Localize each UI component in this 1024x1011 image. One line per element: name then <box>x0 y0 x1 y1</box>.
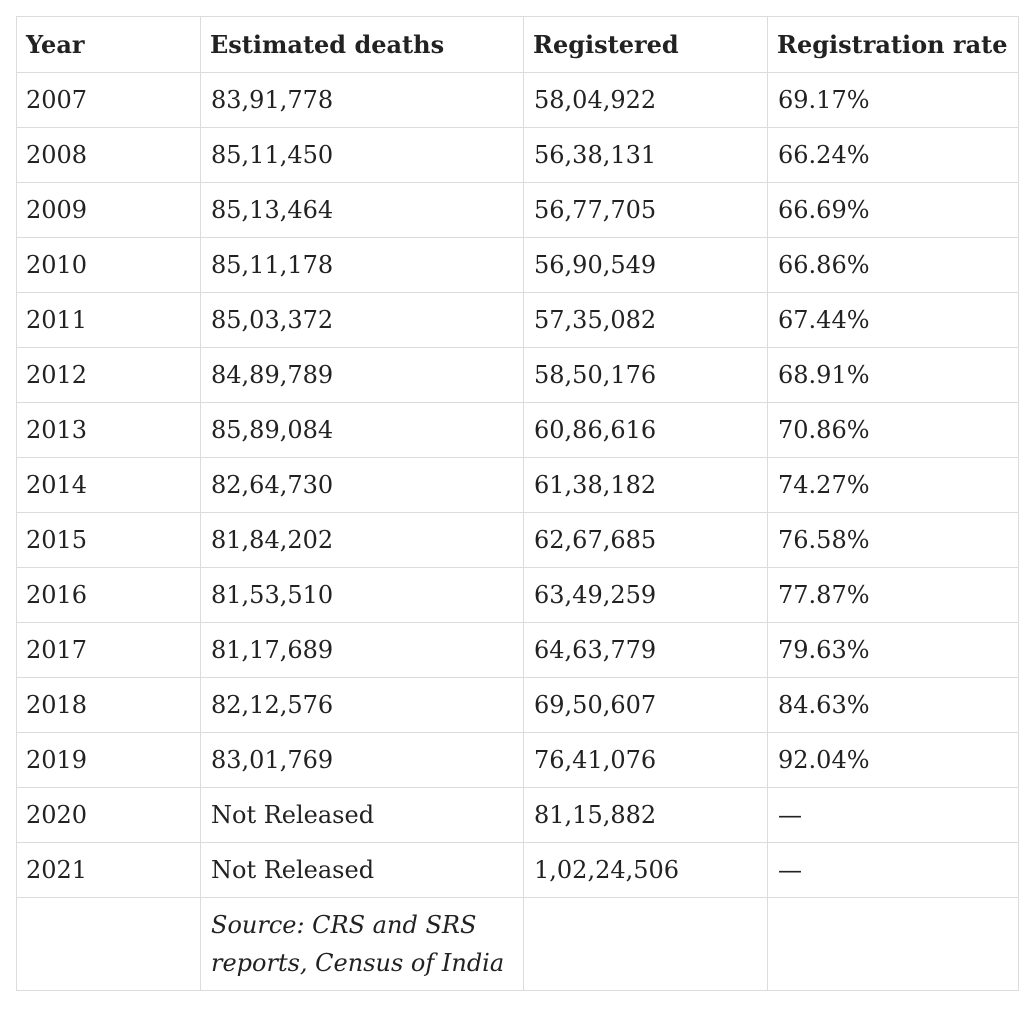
table-row: 2013 85,89,084 60,86,616 70.86% <box>16 402 1019 458</box>
cell-year: 2015 <box>16 512 201 568</box>
table-row: 2010 85,11,178 56,90,549 66.86% <box>16 237 1019 293</box>
cell-registration-rate: 79.63% <box>767 622 1019 678</box>
cell-year: 2008 <box>16 127 201 183</box>
cell-year: 2020 <box>16 787 201 843</box>
cell-year: 2019 <box>16 732 201 788</box>
cell-registered: 76,41,076 <box>523 732 768 788</box>
table-row: 2011 85,03,372 57,35,082 67.44% <box>16 292 1019 348</box>
cell-registration-rate: 68.91% <box>767 347 1019 403</box>
cell-registered: 63,49,259 <box>523 567 768 623</box>
cell-estimated-deaths: 85,03,372 <box>200 292 524 348</box>
cell-registered: 64,63,779 <box>523 622 768 678</box>
cell-registration-rate: 66.86% <box>767 237 1019 293</box>
cell-year: 2021 <box>16 842 201 898</box>
cell-estimated-deaths: 82,64,730 <box>200 457 524 513</box>
cell-registration-rate: 74.27% <box>767 457 1019 513</box>
header-registered: Registered <box>523 16 768 73</box>
cell-estimated-deaths: 83,01,769 <box>200 732 524 788</box>
cell-registration-rate: 70.86% <box>767 402 1019 458</box>
table-row: 2018 82,12,576 69,50,607 84.63% <box>16 677 1019 733</box>
source-text: Source: CRS and SRS reports, Census of I… <box>211 911 505 977</box>
death-registration-table: Year Estimated deaths Registered Registr… <box>16 16 1019 991</box>
table-row: 2019 83,01,769 76,41,076 92.04% <box>16 732 1019 788</box>
cell-estimated-deaths: 85,89,084 <box>200 402 524 458</box>
table-row: 2008 85,11,450 56,38,131 66.24% <box>16 127 1019 183</box>
source-empty-cell <box>16 897 201 991</box>
cell-registered: 56,38,131 <box>523 127 768 183</box>
cell-registered: 58,50,176 <box>523 347 768 403</box>
table-body: 2007 83,91,778 58,04,922 69.17% 2008 85,11,45… <box>16 72 1019 991</box>
table-row: 2007 83,91,778 58,04,922 69.17% <box>16 72 1019 128</box>
cell-registered: 62,67,685 <box>523 512 768 568</box>
cell-estimated-deaths: 84,89,789 <box>200 347 524 403</box>
cell-estimated-deaths: 83,91,778 <box>200 72 524 128</box>
table-row: 2009 85,13,464 56,77,705 66.69% <box>16 182 1019 238</box>
cell-year: 2017 <box>16 622 201 678</box>
cell-estimated-deaths: Not Released <box>200 842 524 898</box>
cell-year: 2018 <box>16 677 201 733</box>
table-row: 2021 Not Released 1,02,24,506— <box>16 842 1019 898</box>
cell-year: 2007 <box>16 72 201 128</box>
cell-estimated-deaths: 82,12,576 <box>200 677 524 733</box>
cell-registration-rate: 92.04% <box>767 732 1019 788</box>
cell-registered: 60,86,616 <box>523 402 768 458</box>
cell-estimated-deaths: 81,84,202 <box>200 512 524 568</box>
cell-registration-rate: — <box>767 842 1019 898</box>
cell-estimated-deaths: 85,11,450 <box>200 127 524 183</box>
table-row: 2020 Not Released 81,15,882— <box>16 787 1019 843</box>
cell-registered: 69,50,607 <box>523 677 768 733</box>
cell-registration-rate: 84.63% <box>767 677 1019 733</box>
table-row: 2017 81,17,689 64,63,779 79.63% <box>16 622 1019 678</box>
table-row: 2012 84,89,789 58,50,176 68.91% <box>16 347 1019 403</box>
cell-year: 2012 <box>16 347 201 403</box>
cell-registered: 58,04,922 <box>523 72 768 128</box>
source-empty-cell <box>523 897 768 991</box>
cell-registered: 61,38,182 <box>523 457 768 513</box>
table-row: 2015 81,84,202 62,67,685 76.58% <box>16 512 1019 568</box>
cell-year: 2011 <box>16 292 201 348</box>
source-empty-cell <box>767 897 1019 991</box>
cell-registered: 81,15,882 <box>523 787 768 843</box>
cell-year: 2013 <box>16 402 201 458</box>
header-year: Year <box>16 16 201 73</box>
cell-estimated-deaths: 81,17,689 <box>200 622 524 678</box>
cell-registration-rate: 66.24% <box>767 127 1019 183</box>
cell-registration-rate: 76.58% <box>767 512 1019 568</box>
cell-registration-rate: 66.69% <box>767 182 1019 238</box>
cell-registration-rate: 67.44% <box>767 292 1019 348</box>
cell-registration-rate: 77.87% <box>767 567 1019 623</box>
cell-registered: 57,35,082 <box>523 292 768 348</box>
cell-year: 2014 <box>16 457 201 513</box>
cell-estimated-deaths: Not Released <box>200 787 524 843</box>
cell-registered: 1,02,24,506 <box>523 842 768 898</box>
cell-year: 2010 <box>16 237 201 293</box>
source-row: Source: CRS and SRS reports, Census of I… <box>16 897 1019 991</box>
table-row: 2014 82,64,730 61,38,182 74.27% <box>16 457 1019 513</box>
source-cell: Source: CRS and SRS reports, Census of I… <box>200 897 524 991</box>
cell-registration-rate: 69.17% <box>767 72 1019 128</box>
table-row: 2016 81,53,510 63,49,259 77.87% <box>16 567 1019 623</box>
table-header: Year Estimated deaths Registered Registr… <box>16 16 1019 73</box>
cell-registered: 56,77,705 <box>523 182 768 238</box>
cell-estimated-deaths: 81,53,510 <box>200 567 524 623</box>
cell-registered: 56,90,549 <box>523 237 768 293</box>
cell-registration-rate: — <box>767 787 1019 843</box>
header-estimated-deaths: Estimated deaths <box>200 16 524 73</box>
header-row: Year Estimated deaths Registered Registr… <box>16 16 1019 73</box>
cell-estimated-deaths: 85,13,464 <box>200 182 524 238</box>
header-registration-rate: Registration rate <box>767 16 1019 73</box>
cell-estimated-deaths: 85,11,178 <box>200 237 524 293</box>
data-table-container: Year Estimated deaths Registered Registr… <box>16 16 1019 991</box>
cell-year: 2016 <box>16 567 201 623</box>
cell-year: 2009 <box>16 182 201 238</box>
